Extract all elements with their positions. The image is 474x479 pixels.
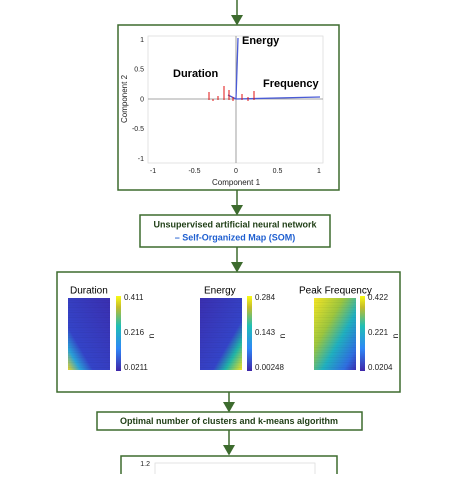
y-ticks: 1 0.5 0 -0.5 -1 [132, 37, 144, 163]
som-grid [200, 298, 242, 370]
colorbar-label: 0.284 [255, 293, 276, 302]
y-axis-label: Component 2 [120, 74, 129, 123]
colorbar-unit: n [391, 334, 400, 338]
colorbar-label: 0.0211 [124, 363, 148, 372]
y-tick-label: -0.5 [132, 126, 144, 133]
colorbar-label: 0.221 [368, 328, 389, 337]
colorbar-label: 0.00248 [255, 363, 284, 372]
scores [208, 86, 255, 101]
x-tick-label: 1 [317, 168, 321, 175]
som-grid [314, 298, 356, 370]
vector-label: Frequency [263, 78, 320, 90]
box-text: Optimal number of clusters and k-means a… [120, 416, 338, 426]
y-tick-label: 1.2 [140, 461, 150, 468]
som-grid [68, 298, 110, 370]
x-tick-label: 0 [234, 168, 238, 175]
map-title: Energy [204, 286, 236, 297]
colorbar-unit: n [147, 334, 156, 338]
colorbar [360, 296, 365, 371]
colorbar-label: 0.422 [368, 293, 389, 302]
colorbar [247, 296, 252, 371]
map-title: Peak Frequency [299, 286, 372, 297]
som-box [139, 214, 331, 248]
box-text: Unsupervised artificial neural network [153, 219, 317, 229]
y-tick-label: -1 [138, 156, 144, 163]
x-tick-label: -1 [150, 168, 156, 175]
plot-area [147, 35, 324, 164]
colorbar-label: 0.0204 [368, 363, 393, 372]
colorbar-label: 0.143 [255, 328, 276, 337]
y-tick-label: 0 [140, 96, 144, 103]
box-text: – Self-Organized Map (SOM) [175, 232, 296, 242]
vector [235, 37, 239, 100]
som-maps: Duration 0.411 0.216 0.0211 n Energy 0.284 0.14… [68, 286, 400, 372]
x-ticks: -1 -0.5 0 0.5 1 [150, 168, 321, 175]
x-axis-label: Component 1 [212, 178, 261, 187]
plot-area [154, 462, 316, 476]
vector-label: Energy [242, 35, 280, 47]
y-tick-label: 0.5 [134, 67, 144, 74]
map-title: Duration [70, 286, 108, 297]
y-tick-label: 1 [140, 37, 144, 44]
x-tick-label: 0.5 [273, 168, 283, 175]
vector-label: Duration [173, 68, 219, 80]
vector [235, 96, 321, 100]
x-tick-label: -0.5 [188, 168, 200, 175]
colorbar [116, 296, 121, 371]
colorbar-label: 0.216 [124, 328, 145, 337]
colorbar-unit: n [278, 334, 287, 338]
colorbar-label: 0.411 [124, 293, 144, 302]
